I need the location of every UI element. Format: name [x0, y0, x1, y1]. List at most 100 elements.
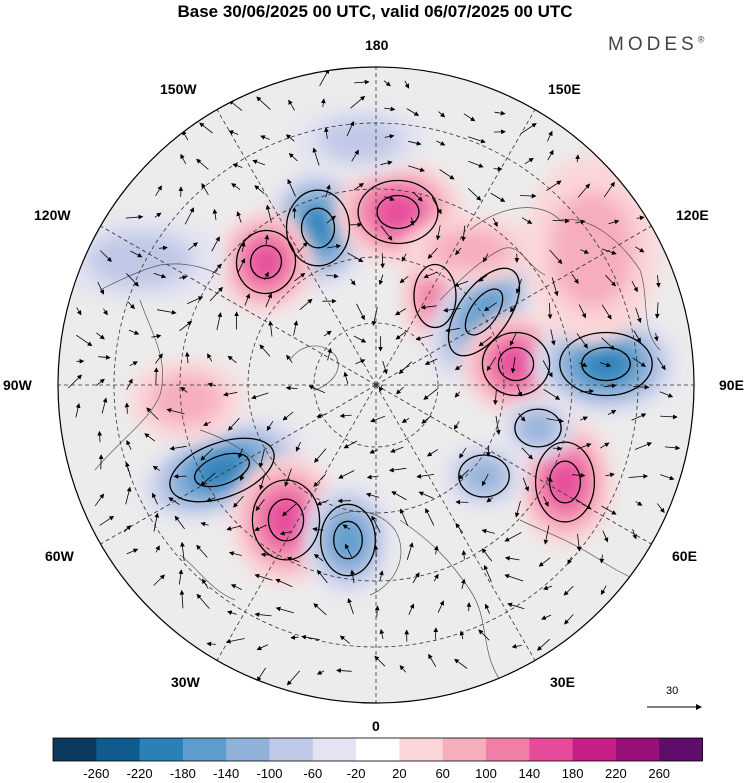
- wind-arrow: [454, 391, 461, 398]
- anomaly-contour: [481, 331, 551, 397]
- wind-arrow: [546, 180, 562, 191]
- wind-arrow: [563, 585, 574, 596]
- wind-arrow: [284, 468, 292, 487]
- wind-arrow: [371, 307, 378, 326]
- wind-arrow: [384, 134, 395, 139]
- wind-arrow: [188, 242, 198, 251]
- wind-arrow: [324, 127, 329, 139]
- wind-arrow: [258, 449, 265, 468]
- wind-arrow: [294, 272, 306, 282]
- wind-arrow: [410, 217, 415, 226]
- colorbar-tick-label: -100: [256, 766, 283, 781]
- wind-arrow: [459, 447, 467, 459]
- colorbar-tick-label: 100: [475, 766, 497, 781]
- wind-arrow: [313, 474, 326, 487]
- wind-arrow: [282, 411, 294, 421]
- wind-arrow: [285, 134, 295, 142]
- wind-arrow: [301, 634, 320, 641]
- wind-arrow: [605, 274, 616, 287]
- wind-arrow: [345, 543, 352, 558]
- wind-arrow: [455, 522, 464, 534]
- wind-arrow: [168, 497, 180, 506]
- wind-arrow: [240, 241, 246, 253]
- wind-arrow: [486, 497, 493, 503]
- wind-arrow: [507, 602, 525, 610]
- wind-arrow: [313, 603, 327, 616]
- anomaly-contour: [514, 408, 562, 448]
- wind-arrow: [179, 275, 188, 280]
- wind-arrow: [486, 445, 491, 457]
- wind-arrow: [123, 525, 132, 533]
- wind-arrow: [607, 410, 617, 416]
- wind-arrow: [97, 430, 103, 443]
- colorbar-segment: [96, 738, 141, 761]
- wind-arrow: [575, 219, 586, 225]
- wind-arrow: [180, 541, 185, 562]
- wind-arrow: [353, 183, 364, 191]
- wind-arrow: [184, 351, 190, 364]
- wind-arrow: [439, 169, 455, 180]
- wind-arrow: [421, 415, 432, 424]
- wind-arrow: [605, 472, 615, 478]
- wind-arrow: [146, 407, 159, 420]
- wind-arrow: [299, 298, 313, 311]
- wind-arrow: [157, 309, 177, 315]
- wind-arrow: [369, 449, 379, 454]
- wind-arrow: [293, 320, 299, 336]
- wind-arrow: [350, 278, 356, 286]
- wind-arrow: [433, 573, 439, 582]
- latitude-circle: [313, 322, 439, 448]
- wind-arrow: [153, 512, 160, 532]
- wind-arrow: [437, 600, 445, 613]
- anomaly-cell: [128, 359, 244, 441]
- wind-arrow: [602, 530, 609, 543]
- wind-arrow: [179, 589, 185, 609]
- wind-arrow: [453, 421, 460, 430]
- wind-arrow: [632, 529, 637, 540]
- wind-arrow: [636, 215, 645, 221]
- wind-arrow: [308, 385, 326, 394]
- anomaly-contour: [413, 263, 457, 329]
- lon-label-90w: 90W: [3, 377, 32, 393]
- wind-arrow: [336, 668, 352, 673]
- wind-arrow: [201, 578, 209, 589]
- colorbar-segment: [356, 738, 400, 761]
- wind-arrow: [382, 360, 388, 375]
- wind-arrow: [542, 360, 553, 378]
- wind-arrow: [580, 416, 589, 421]
- wind-arrow: [481, 474, 489, 487]
- wind-arrow: [350, 95, 366, 109]
- wind-arrow: [401, 417, 410, 423]
- wind-arrow: [454, 365, 463, 371]
- colorbar-frame: [52, 737, 703, 762]
- wind-arrow: [200, 472, 216, 486]
- wind-arrow: [552, 218, 570, 224]
- anomaly-cell: [292, 106, 428, 174]
- wind-arrow: [635, 307, 642, 324]
- wind-arrow: [552, 445, 563, 451]
- wind-arrow: [339, 635, 350, 644]
- wind-arrow: [424, 358, 438, 365]
- wind-arrow: [260, 135, 270, 140]
- wind-vectors: [68, 68, 681, 686]
- wind-arrow: [125, 461, 131, 477]
- wind-arrow: [95, 378, 105, 386]
- wind-arrow: [659, 391, 674, 398]
- wind-arrow: [254, 185, 265, 194]
- wind-arrow: [483, 302, 497, 312]
- anomaly-contour: [169, 437, 275, 503]
- wind-arrow: [228, 551, 242, 556]
- wind-arrow: [266, 420, 274, 431]
- wind-arrow: [209, 286, 223, 302]
- wind-arrow: [522, 477, 530, 492]
- wind-arrow: [383, 196, 395, 201]
- wind-arrow: [317, 569, 328, 584]
- colorbar-tick-label: -140: [213, 766, 240, 781]
- wind-arrow: [546, 418, 564, 424]
- wind-arrow: [635, 501, 643, 506]
- wind-arrow: [399, 275, 409, 284]
- wind-arrow: [286, 556, 300, 563]
- wind-arrow: [100, 250, 112, 262]
- wind-arrow: [256, 96, 271, 110]
- wind-arrow: [201, 183, 209, 196]
